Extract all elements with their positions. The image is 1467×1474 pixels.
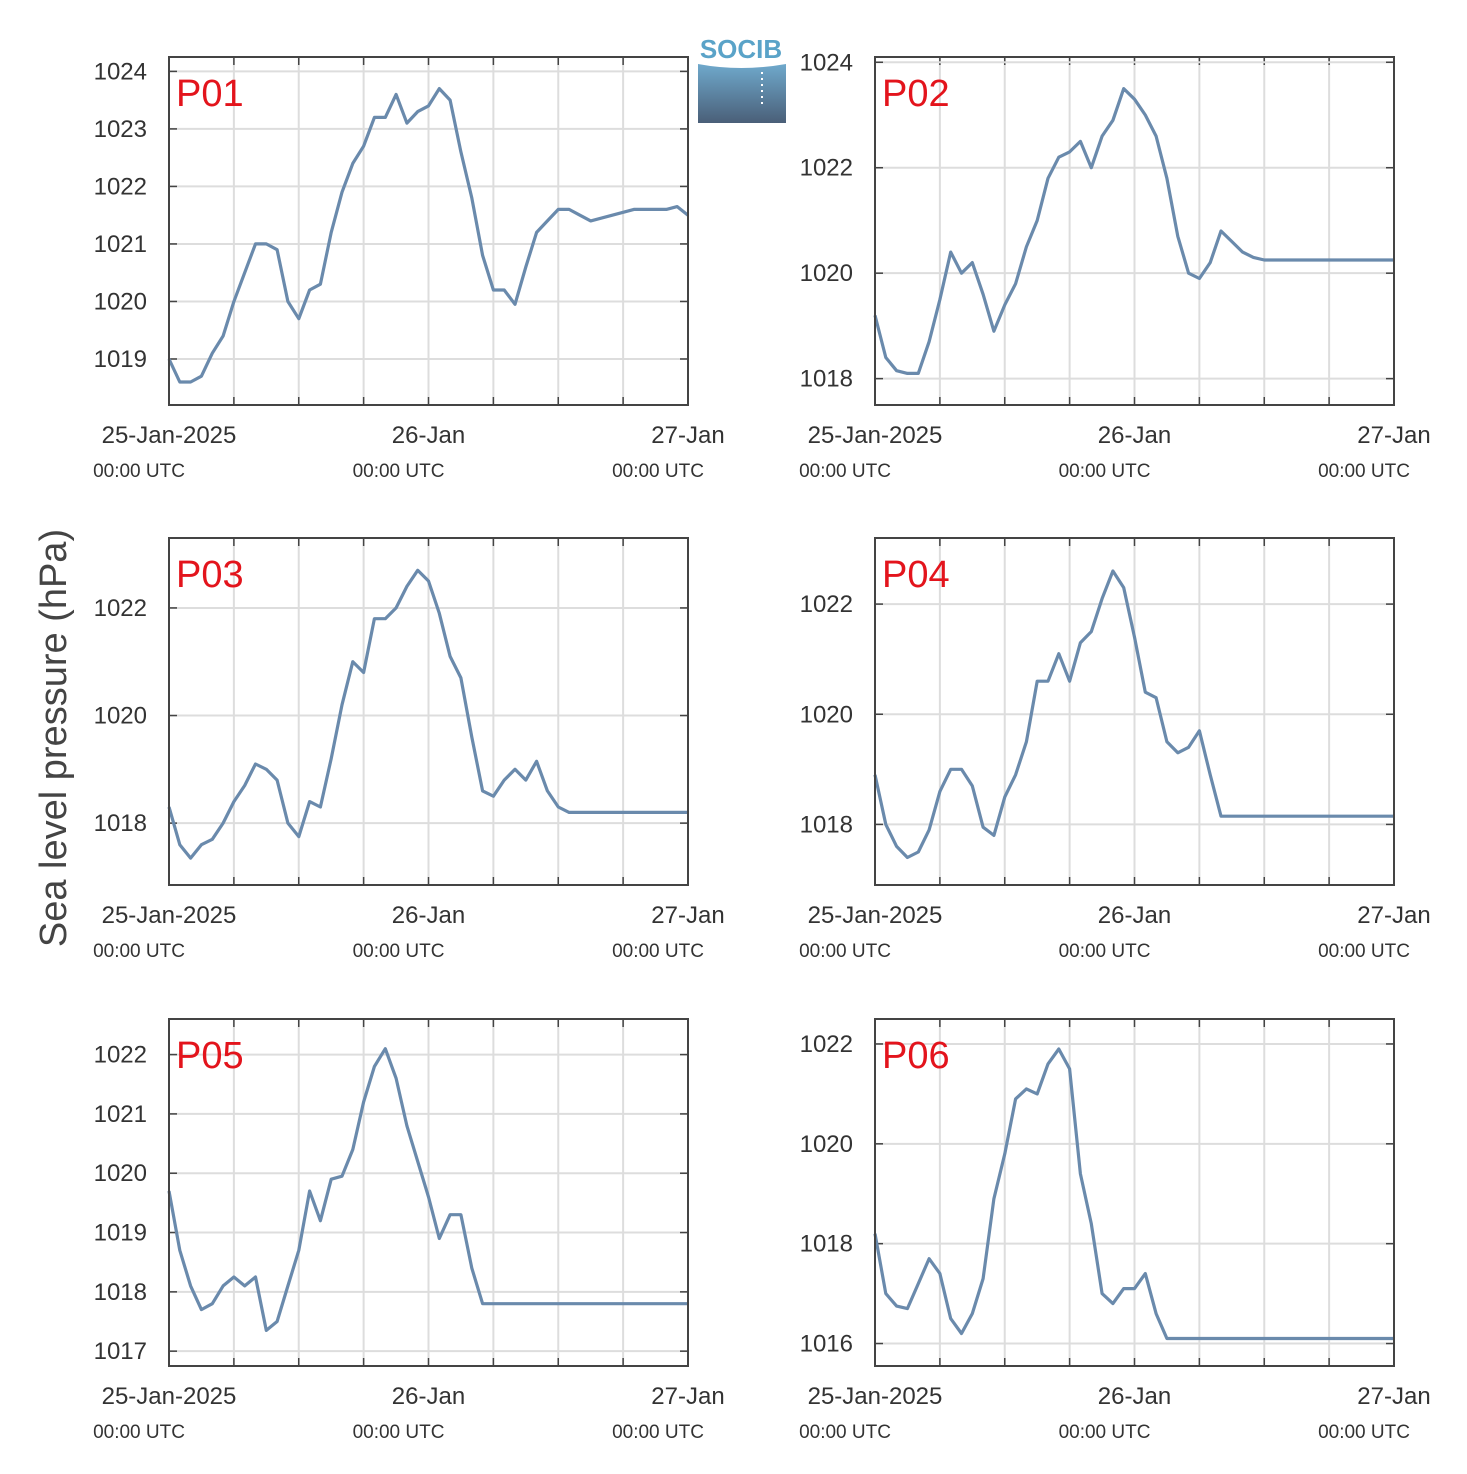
y-tick-label: 1020 — [94, 703, 147, 730]
x-tick-sublabel: 00:00 UTC — [93, 941, 185, 962]
pressure-series-line — [167, 86, 689, 384]
panel-label: P05 — [176, 1035, 244, 1077]
y-tick-label: 1022 — [800, 591, 853, 618]
x-tick-label: 26-Jan — [392, 1383, 465, 1410]
pressure-series-line — [167, 568, 688, 860]
x-tick-label: 25-Jan-2025 — [102, 422, 237, 449]
panel-label: P02 — [882, 73, 950, 115]
socib-logo-text: SOCIB — [700, 34, 782, 64]
x-tick-sublabel: 00:00 UTC — [799, 461, 891, 482]
x-tick-sublabel: 00:00 UTC — [353, 941, 445, 962]
panel-p02: 1018 1020 1022 1024 P02 25-Jan-2025 00:00 UTC 2… — [799, 49, 1431, 482]
x-tick-sublabel: 00:00 UTC — [799, 1422, 891, 1443]
y-tick-label: 1024 — [94, 58, 147, 85]
y-tick-label: 1018 — [800, 1231, 853, 1258]
y-tick-label: 1021 — [94, 231, 147, 258]
plot-frame — [874, 537, 1395, 886]
y-axis-label: Sea level pressure (hPa) — [33, 529, 75, 947]
x-tick-label: 27-Jan — [1357, 1383, 1430, 1410]
x-tick-sublabel: 00:00 UTC — [612, 941, 704, 962]
x-tick-label: 27-Jan — [651, 422, 724, 449]
panel-p03: 1018 1020 1022 P03 25-Jan-2025 00:00 UTC 26-Ja… — [93, 537, 725, 962]
x-tick-label: 25-Jan-2025 — [102, 1383, 237, 1410]
x-tick-sublabel: 00:00 UTC — [1059, 941, 1151, 962]
y-tick-label: 1018 — [800, 366, 853, 393]
y-tick-label: 1019 — [94, 1220, 147, 1247]
pressure-series-line — [873, 1047, 1394, 1341]
panel-label: P03 — [176, 554, 244, 596]
panel-p05: 1017 1018 1019 1020 1021 1022 P05 25-Jan-2025 00… — [93, 1018, 725, 1443]
x-tick-sublabel: 00:00 UTC — [93, 1422, 185, 1443]
plot-frame — [874, 56, 1395, 406]
x-tick-label: 27-Jan — [651, 1383, 724, 1410]
y-tick-label: 1022 — [94, 595, 147, 622]
x-tick-sublabel: 00:00 UTC — [1318, 941, 1410, 962]
x-tick-sublabel: 00:00 UTC — [612, 461, 704, 482]
y-tick-label: 1018 — [94, 810, 147, 837]
x-tick-label: 25-Jan-2025 — [808, 422, 943, 449]
panel-p04: 1018 1020 1022 P04 25-Jan-2025 00:00 UTC 26-Ja… — [799, 537, 1431, 962]
plot-frame — [168, 56, 689, 406]
x-tick-sublabel: 00:00 UTC — [353, 1422, 445, 1443]
panel-label: P06 — [882, 1035, 950, 1077]
x-tick-label: 27-Jan — [651, 902, 724, 929]
y-tick-label: 1020 — [800, 1131, 853, 1158]
x-tick-sublabel: 00:00 UTC — [93, 461, 185, 482]
y-tick-label: 1018 — [94, 1279, 147, 1306]
x-tick-label: 27-Jan — [1357, 422, 1430, 449]
x-tick-label: 25-Jan-2025 — [102, 902, 237, 929]
x-tick-label: 26-Jan — [1098, 422, 1171, 449]
x-tick-sublabel: 00:00 UTC — [799, 941, 891, 962]
pressure-series-line — [167, 1047, 688, 1333]
x-tick-label: 26-Jan — [1098, 902, 1171, 929]
x-tick-sublabel: 00:00 UTC — [353, 461, 445, 482]
x-tick-sublabel: 00:00 UTC — [1059, 461, 1151, 482]
y-tick-label: 1018 — [800, 811, 853, 838]
panel-label: P01 — [176, 73, 244, 115]
pressure-series-line — [873, 569, 1394, 860]
plot-frame — [168, 537, 689, 886]
x-tick-label: 26-Jan — [392, 902, 465, 929]
y-tick-label: 1020 — [800, 260, 853, 287]
x-tick-sublabel: 00:00 UTC — [1318, 1422, 1410, 1443]
y-tick-label: 1023 — [94, 116, 147, 143]
x-tick-label: 26-Jan — [1098, 1383, 1171, 1410]
x-tick-sublabel: 00:00 UTC — [1059, 1422, 1151, 1443]
y-tick-label: 1017 — [94, 1338, 147, 1365]
x-tick-label: 26-Jan — [392, 422, 465, 449]
x-tick-label: 27-Jan — [1357, 902, 1430, 929]
y-tick-label: 1022 — [800, 1031, 853, 1058]
plot-frame — [874, 1018, 1395, 1367]
panel-label: P04 — [882, 554, 950, 596]
y-tick-label: 1020 — [800, 701, 853, 728]
y-tick-label: 1019 — [94, 346, 147, 373]
y-tick-label: 1024 — [800, 49, 853, 76]
x-tick-label: 25-Jan-2025 — [808, 1383, 943, 1410]
y-tick-label: 1022 — [94, 1042, 147, 1069]
y-tick-label: 1021 — [94, 1101, 147, 1128]
x-tick-label: 25-Jan-2025 — [808, 902, 943, 929]
y-tick-label: 1016 — [800, 1331, 853, 1358]
y-tick-label: 1020 — [94, 288, 147, 315]
x-tick-sublabel: 00:00 UTC — [1318, 461, 1410, 482]
panel-p01: 1019 1020 1021 1022 1023 1024 P01 25-Jan-2025 00… — [93, 56, 725, 482]
plot-frame — [168, 1018, 689, 1367]
y-tick-label: 1020 — [94, 1160, 147, 1187]
socib-logo: SOCIB — [698, 34, 786, 123]
pressure-series-line — [873, 86, 1394, 375]
x-tick-sublabel: 00:00 UTC — [612, 1422, 704, 1443]
y-tick-label: 1022 — [94, 173, 147, 200]
panel-p06: 1016 1018 1020 1022 P06 25-Jan-2025 00:00 UTC 2… — [799, 1018, 1431, 1443]
y-tick-label: 1022 — [800, 155, 853, 182]
